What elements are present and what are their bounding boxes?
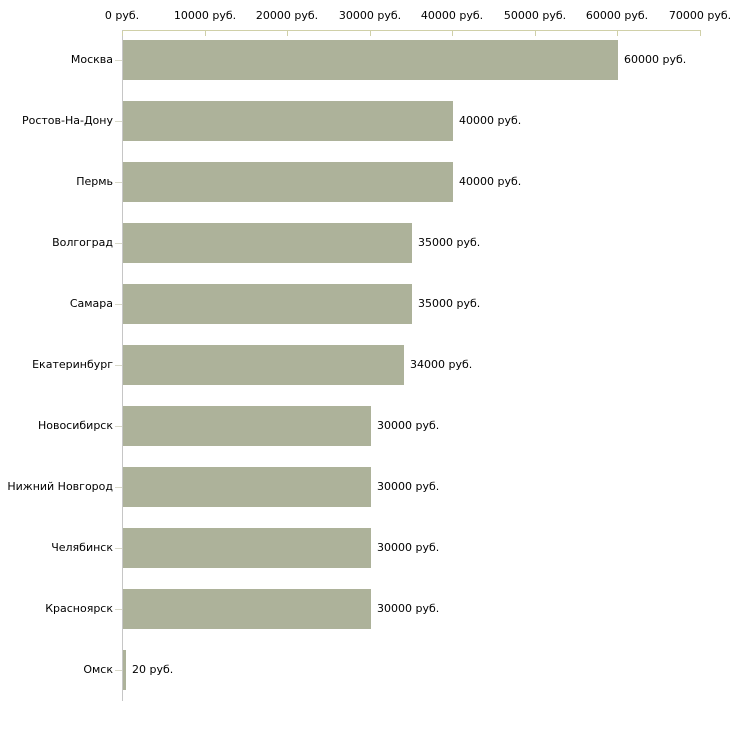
bar [123, 40, 618, 80]
bar [123, 528, 371, 568]
y-tick [115, 182, 122, 183]
x-axis-line [122, 30, 701, 31]
x-tick-label: 40000 руб. [420, 9, 484, 22]
value-label: 35000 руб. [418, 236, 481, 249]
value-label: 34000 руб. [410, 358, 473, 371]
y-tick [115, 365, 122, 366]
x-tick [617, 31, 618, 36]
category-label: Красноярск [45, 602, 113, 615]
bar [123, 284, 412, 324]
y-tick [115, 304, 122, 305]
y-axis-line [122, 30, 123, 701]
x-tick-label: 10000 руб. [173, 9, 237, 22]
bar [123, 589, 371, 629]
bar [123, 467, 371, 507]
bar [123, 162, 453, 202]
y-tick [115, 60, 122, 61]
x-tick [700, 31, 701, 36]
category-label: Челябинск [51, 541, 113, 554]
y-tick [115, 609, 122, 610]
x-tick [452, 31, 453, 36]
category-label: Самара [69, 297, 113, 310]
value-label: 20 руб. [132, 663, 174, 676]
y-tick [115, 243, 122, 244]
x-tick-label: 0 руб. [104, 9, 140, 22]
category-label: Нижний Новгород [7, 480, 113, 493]
y-tick [115, 487, 122, 488]
bar [123, 223, 412, 263]
x-tick-label: 60000 руб. [585, 9, 649, 22]
category-label: Новосибирск [37, 419, 113, 432]
category-label: Екатеринбург [32, 358, 113, 371]
bar [123, 345, 404, 385]
bar [123, 650, 126, 690]
y-tick [115, 670, 122, 671]
y-tick [115, 121, 122, 122]
x-tick-label: 50000 руб. [503, 9, 567, 22]
value-label: 60000 руб. [624, 53, 687, 66]
value-label: 40000 руб. [459, 114, 522, 127]
category-label: Ростов-На-Дону [21, 114, 113, 127]
x-tick [370, 31, 371, 36]
category-label: Омск [83, 663, 113, 676]
x-tick [122, 31, 123, 36]
x-tick-label: 30000 руб. [338, 9, 402, 22]
value-label: 30000 руб. [377, 602, 440, 615]
value-label: 30000 руб. [377, 480, 440, 493]
bar [123, 406, 371, 446]
y-tick [115, 548, 122, 549]
x-tick-label: 70000 руб. [668, 9, 730, 22]
category-label: Волгоград [52, 236, 113, 249]
value-label: 40000 руб. [459, 175, 522, 188]
value-label: 30000 руб. [377, 419, 440, 432]
bar [123, 101, 453, 141]
x-tick [287, 31, 288, 36]
value-label: 30000 руб. [377, 541, 440, 554]
x-tick [205, 31, 206, 36]
category-label: Пермь [76, 175, 113, 188]
value-label: 35000 руб. [418, 297, 481, 310]
category-label: Москва [70, 53, 113, 66]
y-tick [115, 426, 122, 427]
x-tick [535, 31, 536, 36]
x-tick-label: 20000 руб. [255, 9, 319, 22]
